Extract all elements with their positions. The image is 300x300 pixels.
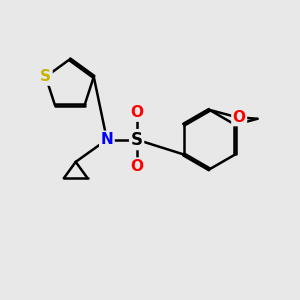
Text: O: O	[233, 110, 246, 125]
Text: S: S	[130, 130, 142, 148]
Text: N: N	[100, 132, 113, 147]
Text: O: O	[130, 105, 143, 120]
Text: O: O	[130, 159, 143, 174]
Text: S: S	[40, 69, 51, 84]
